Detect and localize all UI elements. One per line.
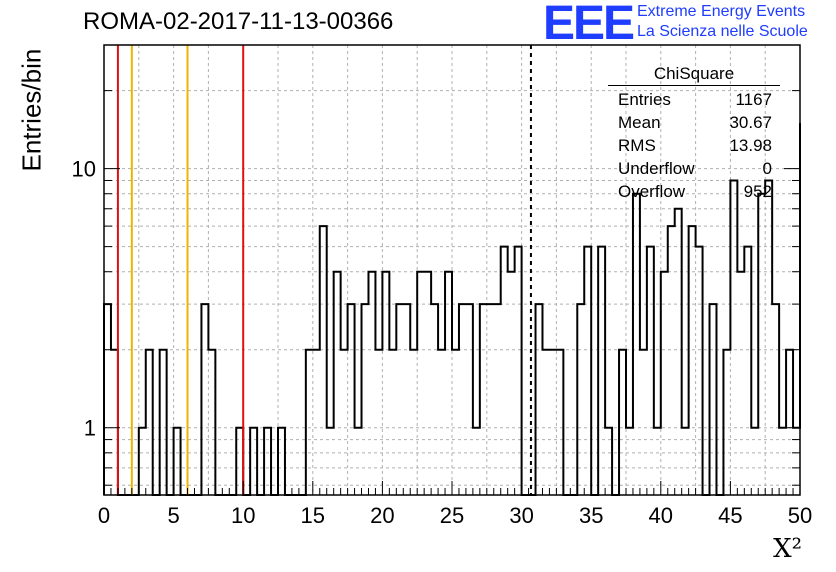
eee-logo: EEE: [543, 0, 635, 50]
stats-row-mean: Mean 30.67: [608, 111, 780, 134]
stats-label: Entries: [618, 90, 671, 109]
stats-label: Overflow: [618, 182, 686, 201]
stats-row-entries: Entries 1167: [608, 88, 780, 111]
x-axis-label: X²: [773, 534, 802, 564]
x-tick-label: 0: [98, 503, 110, 528]
x-tick-label: 40: [649, 503, 673, 528]
stats-row-overflow: Overflow 952: [608, 180, 780, 203]
x-tick-label: 45: [718, 503, 742, 528]
logo-line-2: La Scienza nelle Scuole: [637, 23, 808, 40]
x-tick-label: 35: [579, 503, 603, 528]
stats-value: 30.67: [729, 113, 772, 132]
stats-value: 0: [762, 159, 772, 178]
stats-label: RMS: [618, 136, 656, 155]
y-tick-label: 10: [72, 157, 96, 182]
stats-row-underflow: Underflow 0: [608, 157, 780, 180]
x-tick-label: 10: [231, 503, 255, 528]
chart-title: ROMA-02-2017-11-13-00366: [83, 8, 394, 35]
x-tick-label: 20: [370, 503, 394, 528]
x-tick-label: 30: [509, 503, 533, 528]
stats-row-rms: RMS 13.98: [608, 134, 780, 157]
stats-box: ChiSquare Entries 1167 Mean 30.67 RMS 13.98…: [608, 64, 780, 203]
y-tick-label: 1: [84, 416, 96, 441]
stats-label: Underflow: [618, 159, 695, 178]
stats-title: ChiSquare: [608, 64, 780, 86]
x-tick-label: 15: [301, 503, 325, 528]
stats-value: 13.98: [729, 136, 772, 155]
x-tick-label: 25: [440, 503, 464, 528]
x-tick-label: 5: [167, 503, 179, 528]
logo-line-1: Extreme Energy Events: [637, 3, 806, 20]
stats-value: 1167: [735, 90, 772, 109]
x-tick-label: 50: [788, 503, 812, 528]
stats-value: 952: [743, 182, 772, 201]
stats-label: Mean: [618, 113, 661, 132]
